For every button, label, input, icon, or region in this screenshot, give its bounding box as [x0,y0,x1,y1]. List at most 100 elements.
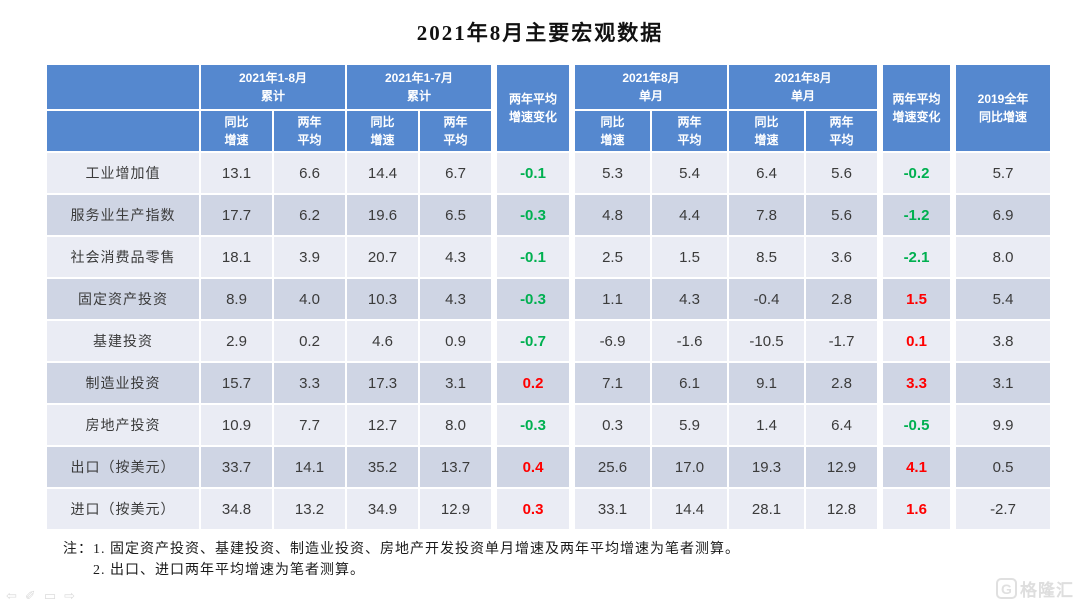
row-label: 基建投资 [47,321,199,361]
table-cell: 14.4 [347,153,418,193]
row-label: 出口（按美元） [47,447,199,487]
page-title: 2021年8月主要宏观数据 [416,21,664,45]
table-cell: 17.3 [347,363,418,403]
subheader-yoy: 同比 增速 [575,111,650,151]
table-cell: -0.1 [493,237,573,277]
header-row-subs: 同比 增速 两年 平均 同比 增速 两年 平均 同比 增速 两年 平均 同比 增… [47,111,1050,151]
subheader-avg: 两年 平均 [274,111,345,151]
macro-data-table: 2021年1-8月 累计 2021年1-7月 累计 两年平均 增速变化 2021… [45,63,1052,531]
table-row: 工业增加值 13.1 6.6 14.4 6.7 -0.1 5.3 5.4 6.4 5.6 -0.2 5… [47,153,1050,193]
table-cell: 6.4 [729,153,804,193]
table-cell: 0.5 [956,447,1050,487]
table-row: 房地产投资 10.9 7.7 12.7 8.0 -0.3 0.3 5.9 1.4 6.4 -0.5 9… [47,405,1050,445]
presenter-nav: ⇦ ✐ ▭ ⇨ [6,588,75,604]
table-cell: 17.7 [201,195,272,235]
row-label: 制造业投资 [47,363,199,403]
table-cell: 1.6 [879,489,954,529]
prev-arrow-icon[interactable]: ⇦ [6,588,17,603]
table-cell: 6.2 [274,195,345,235]
change-header-cell-1: 两年平均 增速变化 [493,65,573,151]
table-cell: 18.1 [201,237,272,277]
table-cell: 13.7 [420,447,491,487]
note-line: 1. 固定资产投资、基建投资、制造业投资、房地产开发投资单月增速及两年平均增速为… [93,542,740,557]
table-cell: -1.2 [879,195,954,235]
table-cell: 10.3 [347,279,418,319]
table-cell: 0.3 [575,405,650,445]
table-row: 基建投资 2.9 0.2 4.6 0.9 -0.7 -6.9 -1.6 -10.5 -1.7 0.1… [47,321,1050,361]
header-cell-2019: 2019全年 同比增速 [956,65,1050,151]
table-cell: -0.7 [493,321,573,361]
table-cell: 4.3 [420,279,491,319]
table-cell: 33.1 [575,489,650,529]
table-cell: 3.3 [879,363,954,403]
table-cell: 5.6 [806,153,877,193]
table-cell: -2.1 [879,237,954,277]
change-header-cell-2: 两年平均 增速变化 [879,65,954,151]
table-cell: 0.1 [879,321,954,361]
table-cell: 12.9 [806,447,877,487]
table-cell: 7.8 [729,195,804,235]
table-cell: 3.3 [274,363,345,403]
table-cell: 12.9 [420,489,491,529]
empty-header-cell [47,65,199,109]
table-cell: -0.3 [493,279,573,319]
table-cell: 5.7 [956,153,1050,193]
table-cell: 0.4 [493,447,573,487]
table-row: 制造业投资 15.7 3.3 17.3 3.1 0.2 7.1 6.1 9.1 2.8 3.3 3.1 [47,363,1050,403]
table-cell: 0.2 [493,363,573,403]
table-cell: 5.9 [652,405,727,445]
table-cell: 0.9 [420,321,491,361]
gelonghui-text: 格隆汇 [1020,581,1074,600]
table-cell: 14.4 [652,489,727,529]
table-cell: 15.7 [201,363,272,403]
subheader-yoy: 同比 增速 [347,111,418,151]
slide-menu-icon[interactable]: ▭ [43,588,57,603]
notes: 注： 1. 固定资产投资、基建投资、制造业投资、房地产开发投资单月增速及两年平均… [63,540,740,583]
table-cell: 19.6 [347,195,418,235]
table-cell: 4.3 [652,279,727,319]
table-cell: -0.3 [493,405,573,445]
empty-header-cell [47,111,199,151]
table-cell: 6.4 [806,405,877,445]
table-cell: 4.1 [879,447,954,487]
group-header-2021-8-a: 2021年8月 单月 [575,65,727,109]
note-line: 2. 出口、进口两年平均增速为笔者测算。 [93,563,365,579]
group-header-2021-1-7: 2021年1-7月 累计 [347,65,491,109]
table-cell: -2.7 [956,489,1050,529]
table-cell: -6.9 [575,321,650,361]
table-cell: 7.1 [575,363,650,403]
table-cell: -0.4 [729,279,804,319]
table-row: 固定资产投资 8.9 4.0 10.3 4.3 -0.3 1.1 4.3 -0.4 2.8 1.5 5… [47,279,1050,319]
row-label: 进口（按美元） [47,489,199,529]
table-cell: 14.1 [274,447,345,487]
header-row-groups: 2021年1-8月 累计 2021年1-7月 累计 两年平均 增速变化 2021… [47,65,1050,151]
table-cell: 34.8 [201,489,272,529]
table-cell: 5.4 [956,279,1050,319]
table-cell: -0.2 [879,153,954,193]
table-cell: 1.5 [652,237,727,277]
note-lines: 1. 固定资产投资、基建投资、制造业投资、房地产开发投资单月增速及两年平均增速为… [93,540,740,583]
table-cell: 3.8 [956,321,1050,361]
table-cell: 33.7 [201,447,272,487]
table-cell: 9.1 [729,363,804,403]
next-arrow-icon[interactable]: ⇨ [64,588,76,603]
table-cell: 0.3 [493,489,573,529]
table-cell: 3.1 [420,363,491,403]
table-cell: 13.1 [201,153,272,193]
table-cell: 28.1 [729,489,804,529]
table-cell: 12.8 [806,489,877,529]
table-cell: 6.7 [420,153,491,193]
pen-icon[interactable]: ✐ [24,588,36,603]
table-cell: 19.3 [729,447,804,487]
subheader-yoy: 同比 增速 [729,111,804,151]
table-cell: -1.6 [652,321,727,361]
table-row: 服务业生产指数 17.7 6.2 19.6 6.5 -0.3 4.8 4.4 7.8 5.6 -1.… [47,195,1050,235]
table-cell: 35.2 [347,447,418,487]
table-cell: 5.3 [575,153,650,193]
subheader-avg: 两年 平均 [420,111,491,151]
subheader-avg: 两年 平均 [652,111,727,151]
row-label: 工业增加值 [47,153,199,193]
table-cell: 7.7 [274,405,345,445]
table-cell: 9.9 [956,405,1050,445]
